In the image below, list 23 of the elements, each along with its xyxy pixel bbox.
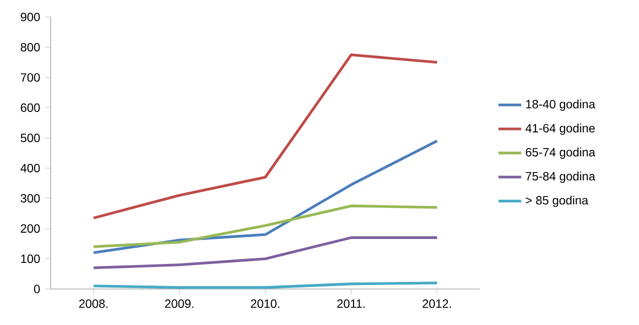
y-tick-label: 300: [20, 194, 40, 203]
x-tick-label: 2012.: [422, 299, 451, 308]
y-tick-label: 700: [20, 73, 40, 82]
legend-label: 75-84 godina: [526, 172, 596, 183]
y-tick-label: 900: [20, 12, 40, 22]
y-tick-label: 600: [20, 103, 40, 112]
y-tick-label: 0: [34, 284, 40, 294]
legend-label: > 85 godina: [526, 196, 588, 207]
y-tick-label: 200: [20, 224, 40, 233]
x-tick-label: 2011.: [337, 299, 365, 308]
line-series: [92, 236, 438, 270]
y-tick-label: 500: [20, 134, 40, 142]
line-series: [92, 204, 438, 248]
x-tick-label: 2010.: [250, 299, 280, 308]
x-tick-label: 2008.: [79, 299, 108, 308]
legend-label: 65-74 godina: [526, 148, 596, 159]
legend-label: 18-40 godina: [526, 100, 596, 111]
y-tick-label: 100: [21, 254, 40, 264]
x-tick-label: 2009.: [165, 299, 194, 308]
legend-label: 41-64 godine: [526, 124, 595, 135]
y-tick-label: 400: [20, 164, 40, 172]
y-tick-label: 800: [20, 42, 40, 52]
line-series: [92, 53, 438, 220]
